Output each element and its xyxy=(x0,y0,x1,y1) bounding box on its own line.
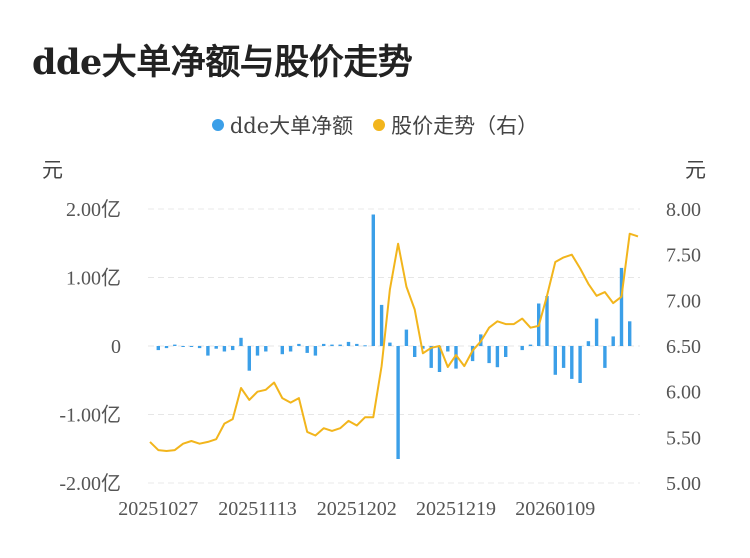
left-tick-label: 2.00亿 xyxy=(66,198,121,221)
x-tick-label: 20251202 xyxy=(317,498,397,520)
right-tick-label: 7.50 xyxy=(666,245,701,267)
dde-bar xyxy=(388,342,392,346)
x-tick-label: 20251113 xyxy=(218,498,297,520)
left-tick-label: -2.00亿 xyxy=(59,472,121,495)
dde-bar xyxy=(611,336,615,346)
legend-label-dde: dde大单净额 xyxy=(229,114,354,138)
dde-bar xyxy=(189,346,194,347)
dde-bar xyxy=(437,346,442,372)
right-tick-label: 5.00 xyxy=(666,473,701,495)
dde-bar xyxy=(504,346,508,357)
dde-bar xyxy=(313,346,318,356)
dde-bar xyxy=(619,267,624,346)
dde-bar xyxy=(206,346,210,356)
axis-labels: 2.00亿 1.00亿 0 -1.00亿 -2.00亿 8.00 7.50 7.00 6.50 6… xyxy=(42,158,706,520)
right-tick-label: 5.50 xyxy=(666,427,701,449)
dde-bar xyxy=(421,346,425,349)
dde-bar xyxy=(371,214,375,346)
left-tick-label: 1.00亿 xyxy=(66,267,121,290)
grid-lines xyxy=(148,208,640,484)
dde-bar xyxy=(446,346,450,352)
dde-bar xyxy=(404,329,409,346)
dde-bar xyxy=(164,346,169,349)
dde-bar xyxy=(330,344,334,346)
dde-bar xyxy=(396,346,400,459)
right-tick-label: 7.00 xyxy=(666,290,701,312)
dde-bar xyxy=(429,346,433,368)
dde-bar xyxy=(487,346,491,364)
dde-bar xyxy=(156,346,160,351)
dde-bar xyxy=(586,341,591,346)
dde-bar xyxy=(181,346,185,347)
dde-bar xyxy=(561,346,566,368)
dde-bar xyxy=(338,344,342,346)
right-axis-unit: 元 xyxy=(685,158,706,182)
chart-legend: dde大单净额 股价走势（右） xyxy=(0,110,750,140)
dde-bar xyxy=(355,343,359,346)
dde-bar xyxy=(322,343,326,346)
right-tick-label: 8.00 xyxy=(666,199,701,221)
dde-bar xyxy=(247,346,251,371)
dde-bar xyxy=(288,346,293,352)
dde-bar xyxy=(379,304,384,346)
dde-bar xyxy=(222,346,227,352)
dde-bar xyxy=(413,346,417,357)
x-tick-label: 20251219 xyxy=(416,498,496,520)
dde-bar xyxy=(570,346,574,379)
legend-dot-dde xyxy=(211,119,224,131)
legend-dot-price xyxy=(373,119,386,131)
right-tick-label: 6.00 xyxy=(666,382,701,404)
bar-series-dde xyxy=(156,214,632,459)
dde-bar xyxy=(297,343,301,346)
x-tick-label: 20251027 xyxy=(118,498,198,520)
x-tick-label: 20260109 xyxy=(515,498,595,520)
legend-item-dde[interactable]: dde大单净额 xyxy=(211,110,354,140)
dde-bar xyxy=(603,346,607,368)
left-tick-label: -1.00亿 xyxy=(59,404,121,427)
dde-bar xyxy=(545,296,549,346)
dde-bar xyxy=(239,337,243,346)
dde-bar xyxy=(628,321,632,346)
dde-bar xyxy=(346,341,351,346)
dde-bar xyxy=(231,346,235,351)
line-series-price xyxy=(149,232,639,452)
right-tick-label: 6.50 xyxy=(666,336,701,358)
dde-bar xyxy=(520,346,524,351)
dde-bar xyxy=(454,346,458,369)
legend-item-price[interactable]: 股价走势（右） xyxy=(373,110,538,140)
dde-bar xyxy=(528,344,533,346)
dde-bar xyxy=(255,346,260,356)
dde-bar xyxy=(264,346,268,352)
dde-bar xyxy=(578,346,582,383)
dde-bar xyxy=(553,346,557,375)
dde-bar xyxy=(495,346,500,368)
price-line xyxy=(149,232,639,452)
dde-bar xyxy=(214,346,218,349)
dde-bar xyxy=(470,346,475,362)
dde-bar xyxy=(594,318,599,346)
dde-bar xyxy=(280,346,284,355)
dde-bar xyxy=(173,344,177,346)
left-tick-label: 0 xyxy=(111,336,121,358)
legend-label-price: 股价走势（右） xyxy=(391,114,539,138)
dde-bar xyxy=(197,346,202,349)
dde-bar xyxy=(305,346,309,353)
dde-bar xyxy=(363,345,367,347)
left-axis-unit: 元 xyxy=(42,158,63,182)
chart-title: dde大单净额与股价走势 xyxy=(32,42,413,83)
